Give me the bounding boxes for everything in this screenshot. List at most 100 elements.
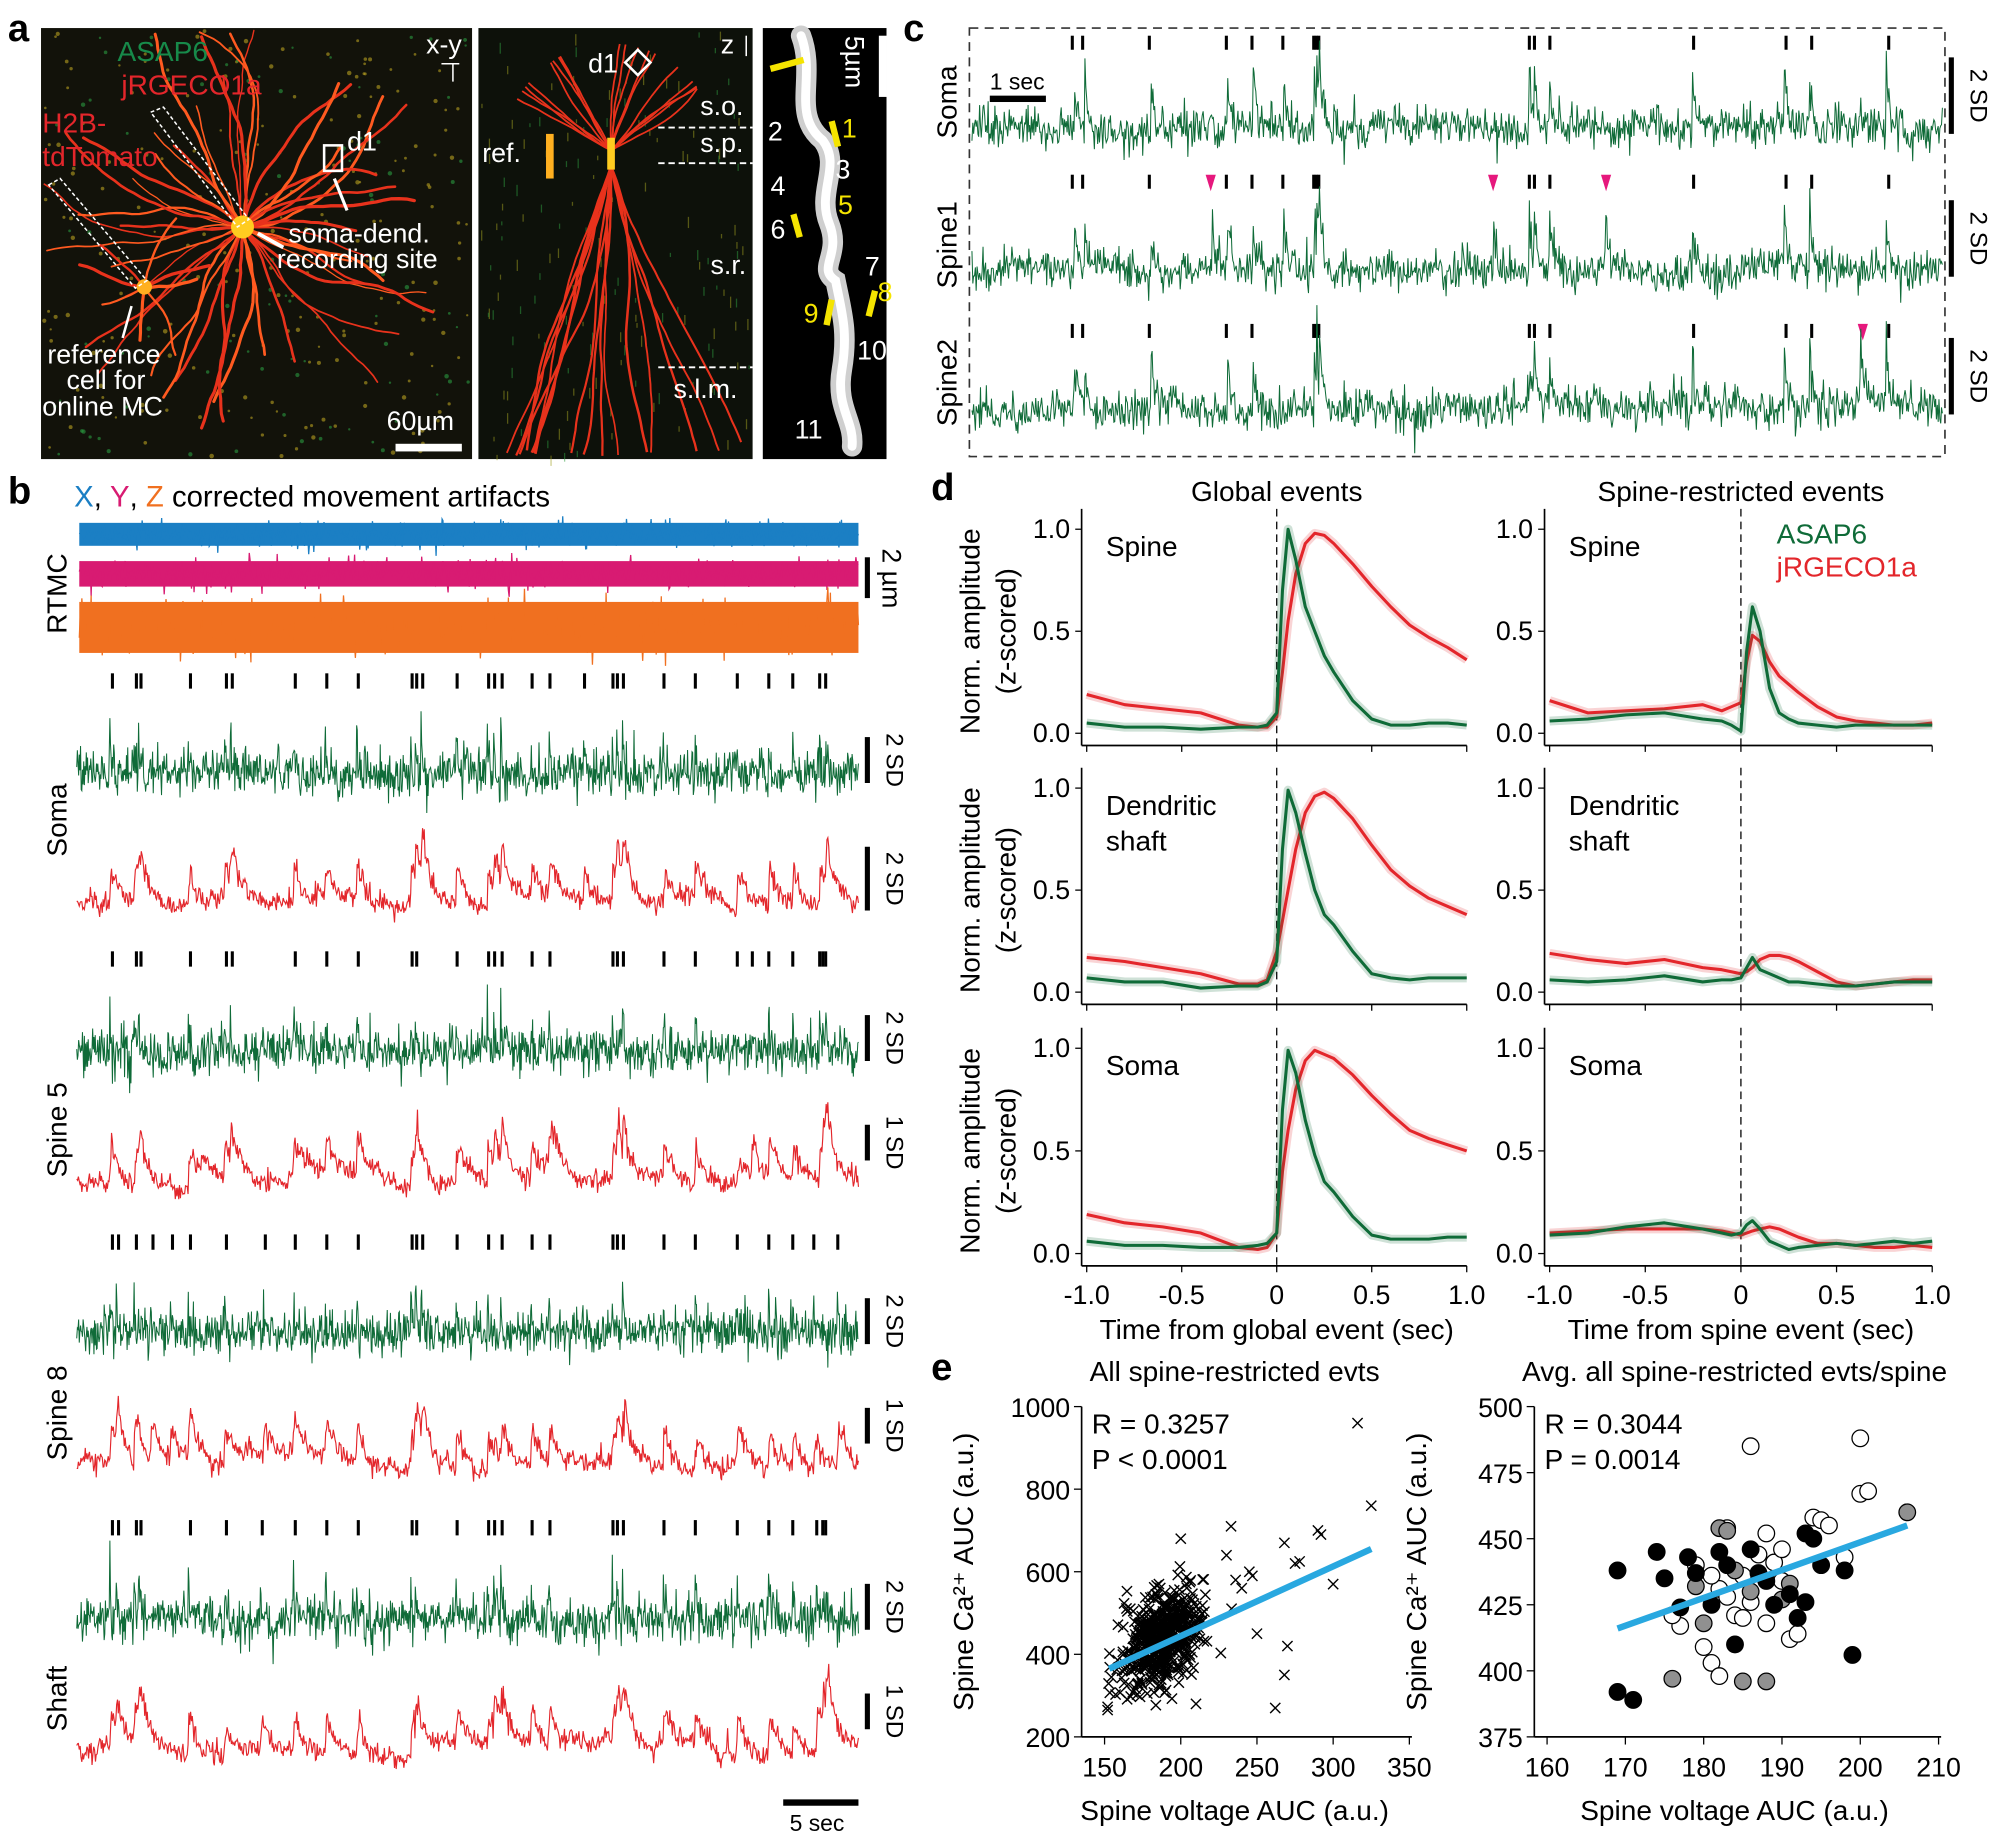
event-tick <box>415 951 419 967</box>
background-puncta <box>496 223 498 231</box>
data-point-x <box>1137 1603 1149 1615</box>
subplot-global-dendritic: 0.0 0.5 1.0 Dendritic shaft Norm. amplitude (z… <box>955 767 1469 1011</box>
background-puncta <box>748 365 750 370</box>
scale-bar-2sd <box>1948 200 1954 277</box>
y-tick-label: 450 <box>1478 1525 1523 1555</box>
event-tick <box>410 1234 414 1250</box>
background-puncta <box>457 256 461 261</box>
data-point-circle <box>1835 1561 1854 1580</box>
subplot-title: Soma <box>1106 1050 1180 1081</box>
background-puncta <box>47 309 51 313</box>
subplot-spine-restricted-soma: 0.0 0.5 1.0 -1.0 -0.5 0 0.5 1.0 Soma Time from sp… <box>1496 1027 1951 1345</box>
panel-c: 2 SD Soma 2 SD Spine1 2 SD Spine2 1 sec <box>932 27 1991 458</box>
background-puncta <box>549 253 551 264</box>
scale-label-green: 2 SD <box>881 1294 908 1348</box>
background-puncta <box>192 149 196 153</box>
data-point-x <box>1166 1693 1178 1705</box>
data-point-x <box>1102 1704 1114 1716</box>
panel-d: Global events Spine-restricted events AS… <box>955 476 1951 1345</box>
data-point-circle <box>1624 1690 1643 1709</box>
background-puncta <box>503 177 505 188</box>
event-tick <box>767 951 771 967</box>
inset-trace-soma: 2 SD Soma <box>932 35 1991 165</box>
data-point-x <box>1133 1618 1145 1630</box>
label-recording-site: recording site <box>277 244 438 274</box>
background-puncta <box>44 106 47 110</box>
data-point-x <box>1175 1533 1187 1545</box>
background-puncta <box>636 323 638 328</box>
data-point-x <box>1278 1537 1290 1549</box>
asap6-voltage-trace <box>971 186 1943 303</box>
data-point-circle <box>1788 1624 1807 1643</box>
background-puncta <box>640 335 643 347</box>
spine-number-label: 11 <box>795 415 823 445</box>
background-puncta <box>51 182 56 186</box>
subplot-title: Dendritic <box>1106 790 1217 821</box>
background-puncta <box>329 56 332 59</box>
event-tick <box>1147 174 1151 189</box>
background-puncta <box>88 435 92 439</box>
correlation-r: R = 0.3257 <box>1092 1408 1230 1439</box>
event-tick <box>224 951 228 967</box>
background-puncta <box>282 412 286 417</box>
background-puncta <box>589 344 592 356</box>
event-tick <box>767 673 771 689</box>
x-tick-label: 210 <box>1916 1752 1961 1782</box>
apical-dendrite-branch <box>609 165 649 453</box>
event-tick <box>1081 174 1085 189</box>
background-puncta <box>571 201 574 206</box>
background-puncta <box>582 321 584 327</box>
data-point-x <box>1129 1628 1141 1641</box>
data-point-x <box>1144 1676 1156 1689</box>
background-puncta <box>81 429 86 434</box>
background-puncta <box>635 314 637 322</box>
background-puncta <box>140 409 144 413</box>
dendrite-branch <box>172 144 244 229</box>
data-point-x <box>1365 1500 1377 1512</box>
background-puncta <box>223 251 227 255</box>
dendrite-branch <box>240 219 358 233</box>
label-slm: s.l.m. <box>674 374 738 404</box>
background-puncta <box>299 439 304 444</box>
background-puncta <box>734 224 736 236</box>
background-puncta <box>55 123 59 127</box>
scale-label-60um: 60µm <box>387 406 455 436</box>
event-tick <box>1532 174 1536 189</box>
event-tick <box>1317 174 1321 189</box>
x-axis-label: Spine voltage AUC (a.u.) <box>1080 1795 1389 1826</box>
scale-label-2sd: 2 SD <box>1964 212 1991 266</box>
background-puncta <box>557 248 560 259</box>
background-puncta <box>167 353 173 358</box>
apical-oblique-branch <box>610 80 694 152</box>
event-tick <box>410 951 414 967</box>
event-tick <box>662 1234 666 1250</box>
background-puncta <box>88 98 92 102</box>
event-tick <box>139 1520 143 1536</box>
background-puncta <box>742 246 744 256</box>
scale-label-green: 2 SD <box>881 1580 908 1634</box>
background-puncta <box>219 129 223 132</box>
scatter-all-events: All spine-restricted evts 200 400 600 800 100… <box>948 1356 1431 1826</box>
background-puncta <box>444 128 448 132</box>
x-axis-label: Spine voltage AUC (a.u.) <box>1580 1795 1889 1826</box>
event-tick <box>791 1520 795 1536</box>
scale-label-red: 1 SD <box>881 1684 908 1738</box>
event-tick <box>693 1520 697 1536</box>
background-puncta <box>54 35 57 39</box>
data-point-circle <box>1733 1672 1752 1691</box>
event-tick <box>188 673 193 689</box>
data-point-x <box>1179 1602 1191 1614</box>
correlation-p: P = 0.0014 <box>1545 1444 1681 1475</box>
data-point-x <box>1169 1601 1181 1613</box>
background-puncta <box>379 219 383 223</box>
event-tick <box>188 1234 193 1250</box>
data-point-x <box>1149 1593 1161 1605</box>
data-point-x <box>1174 1618 1186 1631</box>
data-point-circle <box>1608 1683 1627 1701</box>
data-point-circle <box>1655 1569 1674 1588</box>
event-tick <box>1312 35 1316 50</box>
apical-oblique-branch <box>516 98 612 152</box>
background-puncta <box>279 216 283 219</box>
apical-dendrite-branch <box>570 165 613 454</box>
background-puncta <box>529 123 531 128</box>
